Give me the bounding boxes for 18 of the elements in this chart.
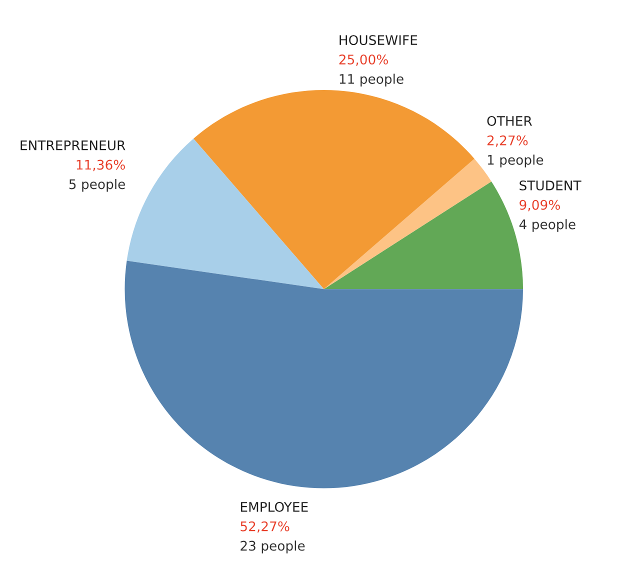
- text: 23 people: [240, 540, 305, 554]
- pie-slice: [124, 260, 524, 488]
- text: 5 people: [69, 178, 125, 192]
- slice-label: OTHER: [487, 116, 532, 126]
- text: 11 people: [340, 74, 404, 86]
- data-label: 9,09%: [520, 200, 560, 212]
- data-label: 11,36%: [76, 160, 125, 172]
- text: 1 people: [488, 154, 544, 168]
- pie-slice: [126, 138, 324, 290]
- slice-label: EMPLOYEE: [240, 502, 308, 512]
- pie-slice: [193, 90, 474, 290]
- slice-label: STUDENT: [520, 180, 582, 190]
- data-label: 52,27%: [240, 521, 290, 533]
- data-label: 25,00%: [339, 54, 388, 66]
- text: 4 people: [519, 219, 576, 232]
- slice-label: ENTREPRENEUR: [20, 140, 126, 150]
- slice-label: HOUSEWIFE: [340, 35, 418, 46]
- data-label: 2,27%: [487, 135, 528, 147]
